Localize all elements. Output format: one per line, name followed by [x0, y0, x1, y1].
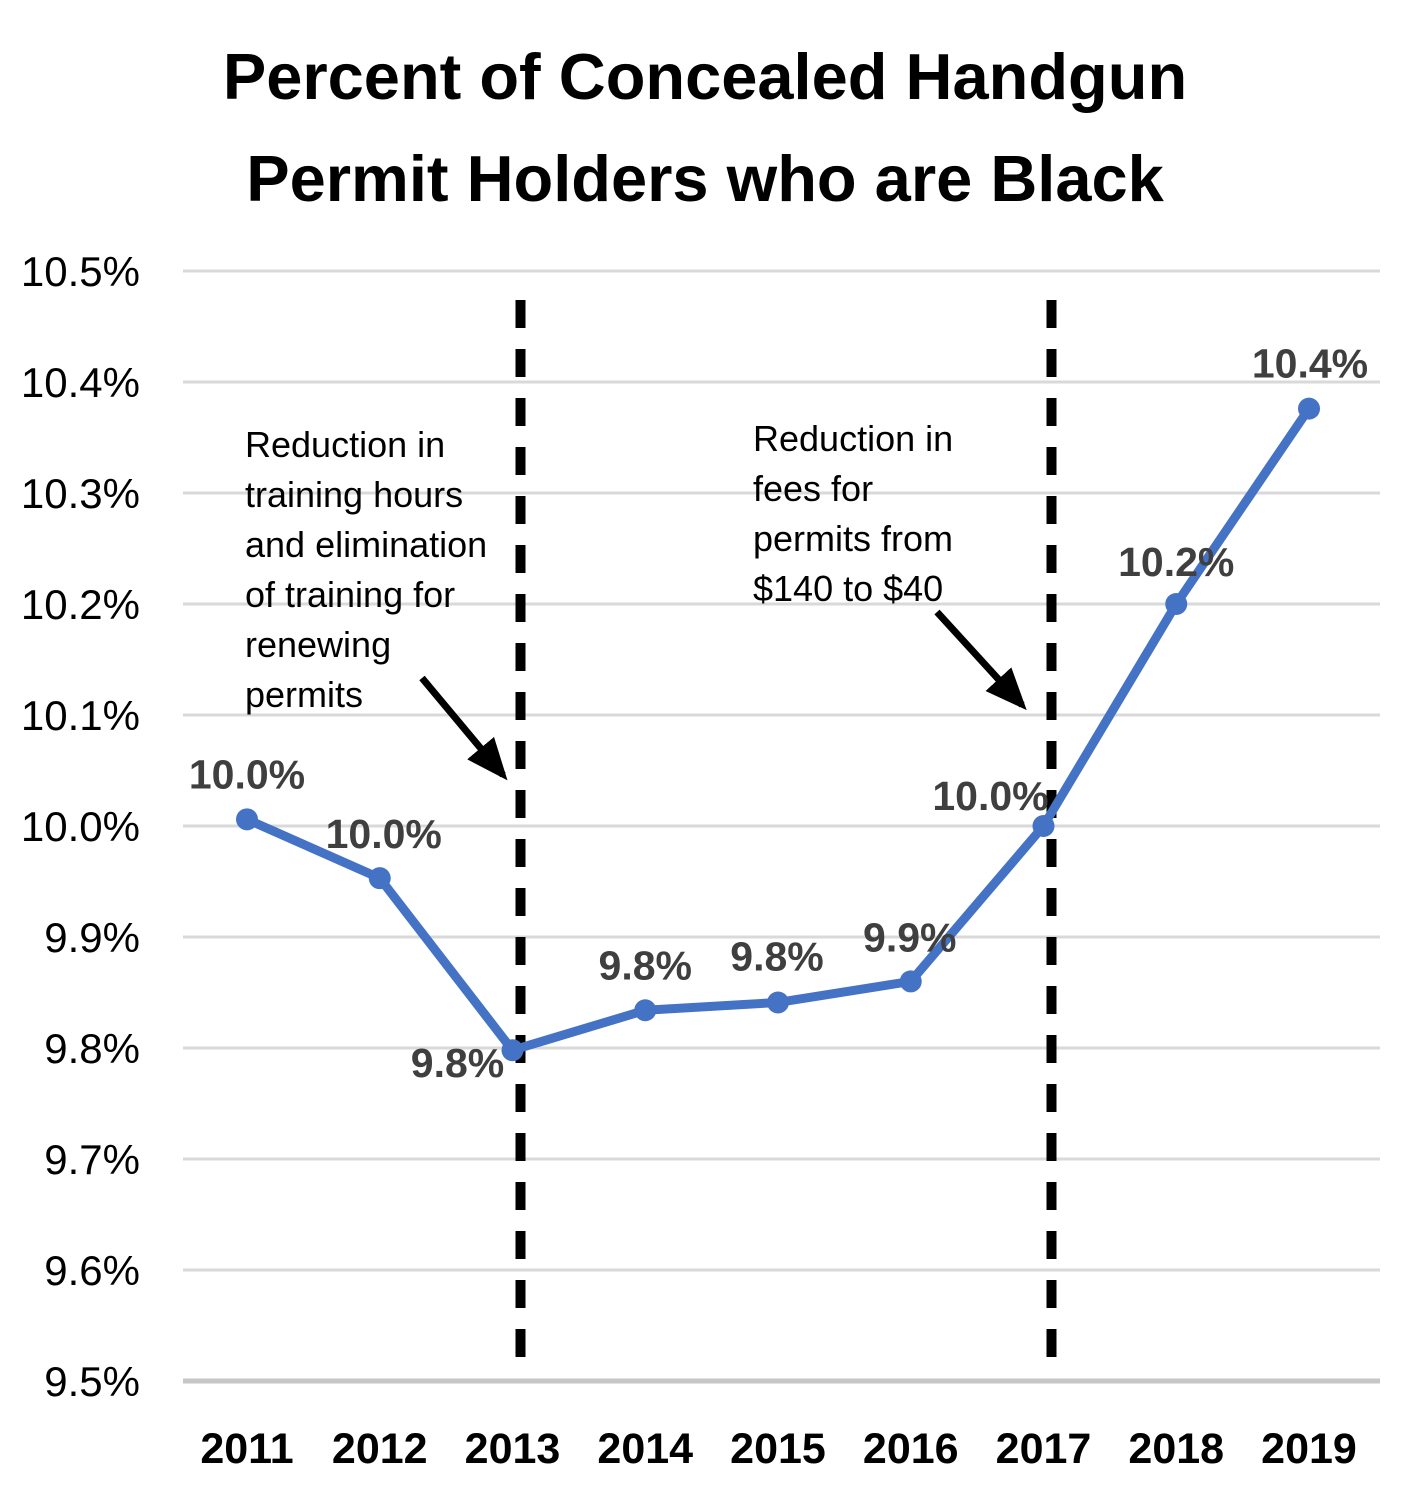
x-tick-label: 2011 — [200, 1425, 293, 1473]
x-tick-label: 2014 — [597, 1425, 693, 1473]
data-point-2017 — [1032, 815, 1055, 837]
y-tick-label: 9.5% — [44, 1358, 140, 1405]
y-tick-label: 10.2% — [21, 581, 140, 628]
annotation-training-reduction: Reduction in training hours and eliminat… — [245, 424, 488, 715]
data-point-label-2017: 10.0% — [932, 773, 1048, 819]
y-tick-label: 9.8% — [44, 1025, 140, 1072]
y-tick-label: 10.0% — [21, 803, 140, 850]
data-point-label-2018: 10.2% — [1118, 539, 1234, 585]
annotation-arrow-training — [419, 675, 508, 781]
y-tick-label: 10.4% — [21, 359, 140, 406]
chart-title: Percent of Concealed Handgun Permit Hold… — [0, 26, 1410, 230]
x-tick-label: 2012 — [332, 1425, 428, 1473]
data-point-label-2016: 9.9% — [863, 914, 956, 960]
data-point-2014 — [634, 999, 657, 1022]
data-point-label-2019: 10.4% — [1252, 341, 1368, 387]
data-point-label-2012: 10.0% — [326, 811, 442, 857]
y-tick-label: 10.5% — [21, 248, 140, 295]
data-point-label-2014: 9.8% — [599, 942, 692, 988]
data-point-2015 — [767, 991, 789, 1014]
data-point-label-2013: 9.8% — [411, 1040, 504, 1086]
y-tick-label: 10.3% — [21, 470, 140, 517]
x-tick-label: 2017 — [996, 1425, 1092, 1473]
chart-title-line1: Percent of Concealed Handgun — [222, 40, 1188, 113]
chart-title-line2: Permit Holders who are Black — [246, 142, 1164, 215]
data-point-label-2015: 9.8% — [730, 933, 823, 979]
x-tick-label: 2019 — [1261, 1425, 1357, 1473]
y-tick-label: 10.1% — [21, 692, 140, 739]
x-tick-label: 2015 — [730, 1425, 826, 1473]
x-tick-label: 2013 — [465, 1425, 561, 1473]
data-point-2011 — [236, 808, 258, 831]
annotation-arrow-fees — [934, 609, 1027, 711]
data-point-label-2011: 10.0% — [189, 751, 305, 797]
x-tick-label: 2016 — [863, 1425, 959, 1473]
y-tick-label: 9.9% — [44, 914, 140, 961]
data-point-2019 — [1298, 397, 1320, 420]
annotation-fee-reduction: Reduction in fees for permits from $140 … — [753, 418, 954, 609]
data-point-2013 — [501, 1039, 524, 1062]
data-point-2018 — [1165, 593, 1188, 615]
data-point-2016 — [899, 970, 922, 993]
y-tick-label: 9.7% — [44, 1136, 140, 1183]
data-point-2012 — [368, 867, 391, 890]
x-tick-label: 2018 — [1128, 1425, 1224, 1473]
y-tick-label: 9.6% — [44, 1247, 140, 1294]
